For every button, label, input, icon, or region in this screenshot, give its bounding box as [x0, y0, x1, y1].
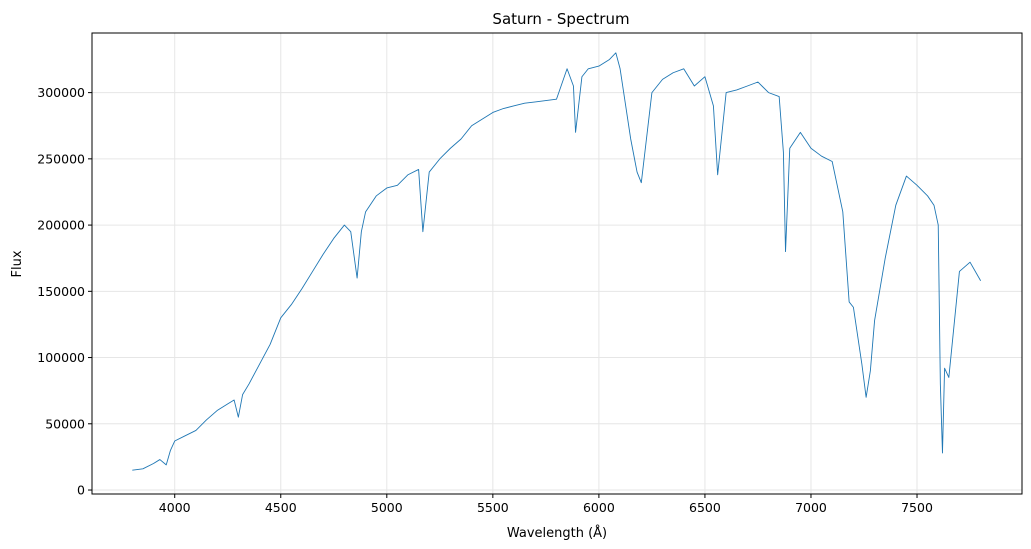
x-axis-ticks: 4000 4500 5000 5500 6000 6500 7000 7500	[159, 494, 933, 515]
x-tick-label: 6000	[583, 500, 615, 515]
y-axis-ticks: 0 50000 100000 150000 200000 250000 300000	[37, 85, 92, 498]
x-tick-label: 7000	[795, 500, 827, 515]
x-tick-label: 5000	[371, 500, 403, 515]
plot-area-frame	[91, 32, 1023, 495]
x-tick-label: 6500	[689, 500, 721, 515]
y-tick-label: 50000	[45, 416, 85, 431]
y-tick-label: 150000	[37, 284, 85, 299]
x-axis-label: Wavelength (Å)	[507, 525, 607, 541]
x-tick-label: 5500	[477, 500, 509, 515]
y-tick-label: 200000	[37, 218, 85, 233]
y-tick-label: 0	[77, 483, 85, 498]
grid-lines	[92, 33, 1022, 494]
x-tick-label: 4000	[159, 500, 191, 515]
y-tick-label: 100000	[37, 350, 85, 365]
series-layer	[132, 52, 982, 471]
chart-title: Saturn - Spectrum	[492, 10, 629, 28]
y-tick-label: 250000	[37, 151, 85, 166]
x-tick-label: 4500	[265, 500, 297, 515]
spectrum-line	[132, 52, 982, 471]
y-tick-label: 300000	[37, 85, 85, 100]
x-tick-label: 7500	[901, 500, 933, 515]
y-axis-label: Flux	[10, 250, 25, 277]
